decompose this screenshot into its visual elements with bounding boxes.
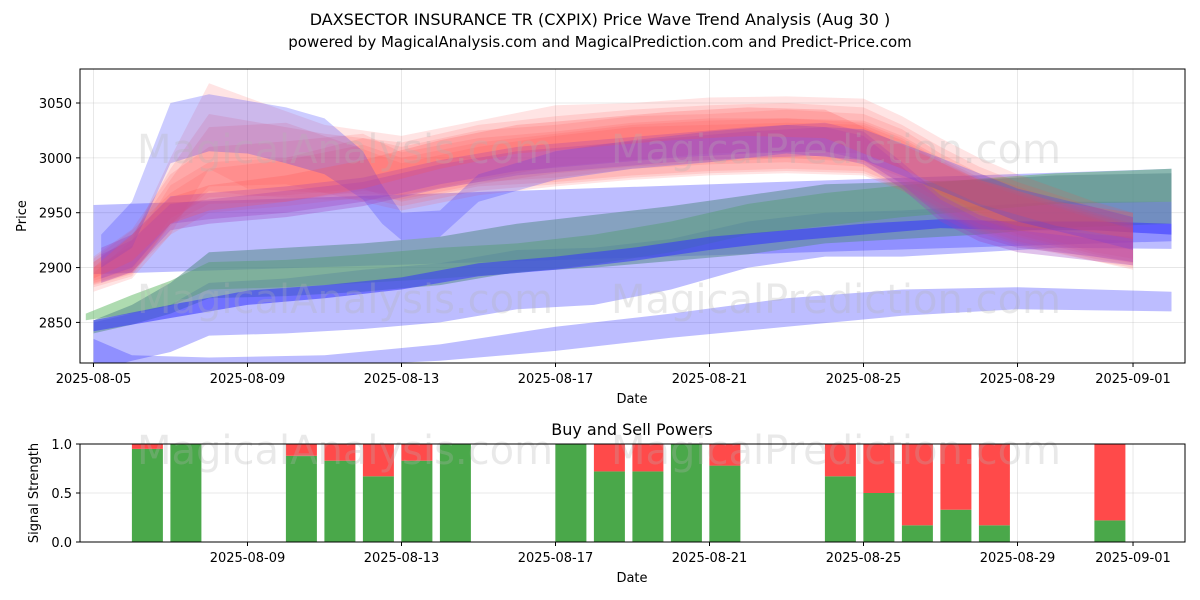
signal-watermarks: MagicalAnalysis.com MagicalPrediction.co… bbox=[137, 428, 1061, 474]
buy-bar bbox=[940, 509, 972, 542]
price-band-red bbox=[93, 122, 1133, 286]
price-x-axis-label: Date bbox=[616, 392, 647, 407]
price-y-tick-label: 2900 bbox=[39, 262, 72, 277]
signal-y-tick-label: 1.0 bbox=[51, 438, 72, 453]
price-x-tick-label: 2025-08-21 bbox=[672, 372, 748, 387]
sell-bar bbox=[901, 444, 933, 526]
price-y-ticks: 2850 2900 2950 3000 3050 bbox=[39, 97, 80, 331]
signal-y-tick-label: 0.5 bbox=[51, 487, 72, 502]
watermark-bottom-left: MagicalAnalysis.com bbox=[137, 277, 553, 323]
signal-x-tick-label: 2025-08-21 bbox=[672, 551, 748, 566]
price-x-tick-label: 2025-09-01 bbox=[1095, 372, 1171, 387]
figure-subtitle: powered by MagicalAnalysis.com and Magic… bbox=[288, 33, 912, 51]
price-watermarks: MagicalAnalysis.com MagicalPrediction.co… bbox=[137, 127, 1061, 323]
buy-bar bbox=[555, 444, 587, 542]
price-band-red bbox=[93, 109, 1133, 288]
price-band-blue bbox=[101, 94, 1134, 268]
signal-x-axis-label: Date bbox=[616, 571, 647, 586]
watermark-signal-left: MagicalAnalysis.com bbox=[137, 428, 553, 474]
buy-bar bbox=[362, 476, 394, 542]
buy-bar bbox=[1094, 520, 1126, 542]
buy-bar bbox=[593, 471, 625, 542]
price-x-tick-label: 2025-08-05 bbox=[56, 372, 132, 387]
buy-bar bbox=[901, 525, 933, 542]
sell-bar bbox=[593, 444, 625, 472]
sell-bar bbox=[863, 444, 895, 493]
price-x-tick-label: 2025-08-25 bbox=[826, 372, 902, 387]
buy-bar bbox=[401, 460, 433, 542]
sell-bar bbox=[940, 444, 972, 510]
price-band-blue bbox=[93, 201, 1172, 363]
buy-bar bbox=[439, 444, 471, 542]
buy-bar bbox=[170, 444, 202, 542]
sell-bar bbox=[1094, 444, 1126, 521]
price-x-ticks: 2025-08-05 2025-08-09 2025-08-13 2025-08-17… bbox=[56, 363, 1171, 387]
sell-bar bbox=[324, 444, 356, 461]
signal-x-tick-label: 2025-08-13 bbox=[364, 551, 440, 566]
signal-x-ticks: 2025-08-09 2025-08-13 2025-08-17 2025-08-21… bbox=[210, 542, 1171, 566]
price-band-red bbox=[93, 83, 1133, 292]
sell-bar bbox=[824, 444, 856, 477]
price-band-red bbox=[93, 107, 1133, 279]
price-x-tick-label: 2025-08-09 bbox=[210, 372, 286, 387]
sell-bar bbox=[131, 444, 163, 449]
sell-bar bbox=[632, 444, 664, 472]
buy-bar bbox=[324, 460, 356, 542]
price-x-tick-label: 2025-08-29 bbox=[980, 372, 1056, 387]
price-band-red bbox=[93, 118, 1133, 281]
watermark-top-left: MagicalAnalysis.com bbox=[137, 127, 553, 173]
price-x-tick-label: 2025-08-13 bbox=[364, 372, 440, 387]
price-y-tick-label: 2950 bbox=[39, 207, 72, 222]
price-plot-frame bbox=[79, 68, 1186, 364]
signal-x-tick-label: 2025-08-25 bbox=[826, 551, 902, 566]
price-y-tick-label: 2850 bbox=[39, 316, 72, 331]
price-band-red bbox=[93, 118, 1133, 283]
buy-bar bbox=[670, 444, 702, 542]
signal-y-tick-label: 0.0 bbox=[51, 536, 72, 551]
signal-y-ticks: 0.0 0.5 1.0 bbox=[51, 438, 80, 551]
watermark-signal-right: MagicalPrediction.com bbox=[611, 428, 1061, 474]
sell-bar bbox=[709, 444, 741, 466]
buy-bar bbox=[709, 465, 741, 542]
buy-bar bbox=[863, 493, 895, 542]
signal-panel-title: Buy and Sell Powers bbox=[551, 420, 713, 439]
buy-bar bbox=[632, 471, 664, 542]
sell-bar bbox=[285, 444, 317, 456]
price-bands bbox=[85, 83, 1172, 363]
watermark-top-right: MagicalPrediction.com bbox=[611, 127, 1061, 173]
sell-bar bbox=[362, 444, 394, 477]
price-band-purple bbox=[101, 122, 1134, 279]
signal-panel: Buy and Sell Powers MagicalAnalysis.com … bbox=[27, 420, 1186, 586]
buy-bar bbox=[285, 455, 317, 542]
signal-bars bbox=[131, 444, 1126, 542]
price-y-tick-label: 3000 bbox=[39, 152, 72, 167]
signal-x-tick-label: 2025-09-01 bbox=[1095, 551, 1171, 566]
price-y-axis-label: Price bbox=[15, 200, 30, 232]
watermark-bottom-right: MagicalPrediction.com bbox=[611, 277, 1061, 323]
price-panel: MagicalAnalysis.com MagicalPrediction.co… bbox=[15, 68, 1186, 407]
buy-bar bbox=[978, 525, 1010, 542]
buy-bar bbox=[131, 448, 163, 542]
price-x-tick-label: 2025-08-17 bbox=[518, 372, 594, 387]
sell-bar bbox=[978, 444, 1010, 526]
figure-title: DAXSECTOR INSURANCE TR (CXPIX) Price Wav… bbox=[310, 10, 891, 29]
price-band-purple bbox=[101, 127, 1134, 283]
signal-x-tick-label: 2025-08-09 bbox=[210, 551, 286, 566]
signal-x-tick-label: 2025-08-17 bbox=[518, 551, 594, 566]
price-band-blue bbox=[93, 287, 1172, 363]
sell-bar bbox=[401, 444, 433, 461]
signal-y-axis-label: Signal Strength bbox=[27, 443, 42, 543]
buy-bar bbox=[824, 476, 856, 542]
signal-x-tick-label: 2025-08-29 bbox=[980, 551, 1056, 566]
price-y-tick-label: 3050 bbox=[39, 97, 72, 112]
price-band-red bbox=[93, 103, 1133, 284]
